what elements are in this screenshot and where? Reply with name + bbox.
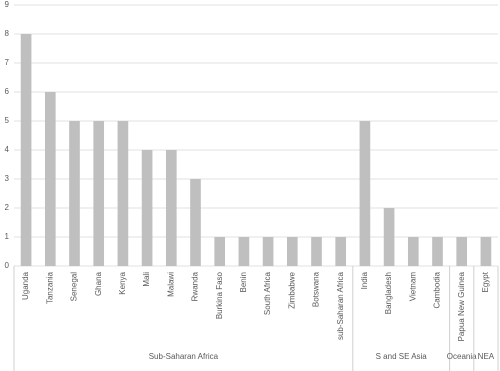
x-tick-label: Mali <box>142 272 151 287</box>
bar <box>432 237 443 266</box>
x-tick-label: Papua New Guinea <box>457 271 466 341</box>
bar <box>93 121 105 266</box>
y-tick-label: 8 <box>5 29 10 38</box>
x-tick-label: Egypt <box>481 271 490 292</box>
group-label: S and SE Asia <box>376 352 428 361</box>
bar <box>359 121 371 266</box>
bar <box>69 121 80 266</box>
group-label: NEA <box>478 352 495 361</box>
bar <box>480 237 492 266</box>
x-tick-label: Senegal <box>70 272 79 302</box>
y-tick-label: 2 <box>5 203 10 212</box>
bar <box>165 150 177 266</box>
x-tick-label: South Africa <box>263 271 272 315</box>
bar <box>117 121 129 266</box>
x-tick-label: Malawi <box>166 272 175 297</box>
x-tick-label: Ghana <box>94 271 103 296</box>
group-label: Sub-Saharan Africa <box>149 352 219 361</box>
x-tick-label: Zimbabwe <box>287 271 296 308</box>
bar <box>335 237 347 266</box>
x-tick-label: Benin <box>239 272 248 292</box>
y-tick-label: 0 <box>5 261 10 270</box>
bar <box>383 208 395 266</box>
y-tick-label: 4 <box>5 145 10 154</box>
bar <box>286 237 298 266</box>
x-tick-label: Burkina Faso <box>215 271 224 319</box>
bar <box>190 179 201 266</box>
x-tick-label: Kenya <box>118 271 127 294</box>
x-tick-label: Tanzania <box>45 271 54 304</box>
bar <box>262 237 274 266</box>
bar <box>141 150 153 266</box>
group-label: Oceania <box>447 352 477 361</box>
bar <box>311 237 322 266</box>
y-tick-label: 5 <box>5 116 10 125</box>
x-tick-label: Cambodia <box>433 271 442 308</box>
bar <box>456 237 468 266</box>
x-tick-label: Botswana <box>312 271 321 307</box>
y-tick-label: 6 <box>5 87 10 96</box>
bar <box>238 237 250 266</box>
x-tick-label: sub-Saharan Africa <box>336 271 345 340</box>
bar <box>214 237 226 266</box>
x-tick-label: Rwanda <box>191 271 200 301</box>
y-tick-label: 7 <box>5 58 10 67</box>
x-tick-label: India <box>360 271 369 289</box>
y-tick-label: 9 <box>5 0 10 9</box>
bar <box>407 237 419 266</box>
x-tick-label: Uganda <box>21 271 30 300</box>
y-tick-label: 1 <box>5 232 10 241</box>
bar <box>20 34 32 266</box>
x-tick-label: Vietnam <box>408 272 417 302</box>
bar <box>44 92 56 266</box>
y-tick-label: 3 <box>5 174 10 183</box>
x-tick-label: Bangladesh <box>384 272 393 314</box>
